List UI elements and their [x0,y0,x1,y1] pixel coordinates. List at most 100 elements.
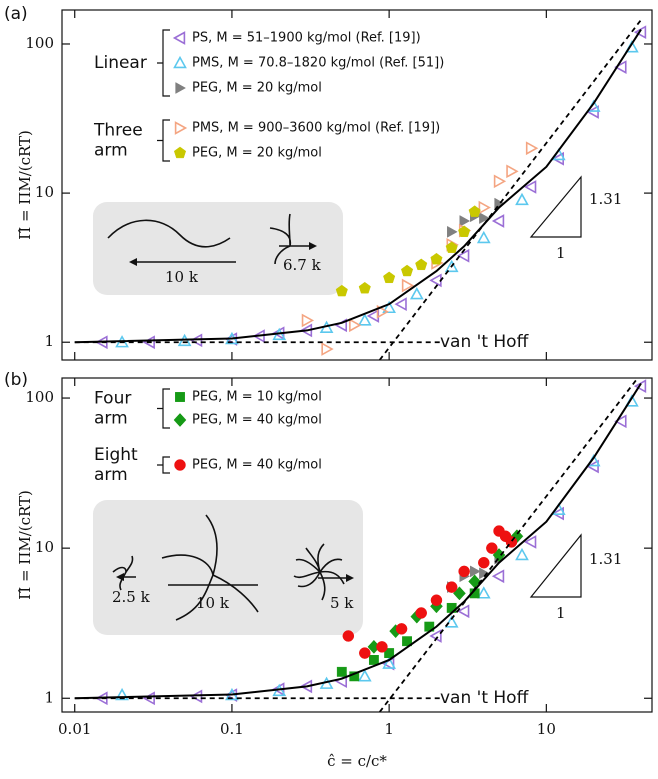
data-point [409,287,424,300]
y-tick-label: 100 [25,34,54,52]
annotation: van 't Hoff [440,688,530,708]
plot-frame [61,9,653,361]
legend-group-label: Linear [94,53,147,73]
panel-label: (a) [4,4,28,24]
data-point [523,535,537,549]
annotation: 1.31 [589,190,622,208]
panel-label: (b) [4,370,28,390]
data-point [358,281,371,294]
data-point [382,300,396,314]
data-point [357,313,372,326]
y-axis-label: Π̂ = ΠM/(cRT) [16,490,34,600]
x-tick-label: 1 [384,720,394,738]
data-point [429,273,442,288]
data-point [445,581,458,593]
legend-group-label-part: Three [93,121,143,141]
x-axis-label: ĉ = c/c* [327,752,387,770]
legend-label: PMS, M = 70.8–1820 kg/mol (Ref. [51]) [192,56,444,71]
data-point [456,604,470,619]
legend-marker [173,413,187,427]
data-point [382,656,396,669]
y-tick-label: 1 [44,332,54,350]
annotation: van 't Hoff [440,332,530,352]
legend-group-label-part: Eight [94,445,138,465]
data-point [376,304,390,319]
annotation: 1 [556,604,566,622]
legend-group-label: Four arm [94,389,131,429]
data-point [476,586,491,599]
legend-marker [173,55,187,69]
legend-marker [175,82,187,94]
data-point [478,556,490,569]
data-point [430,594,443,606]
inset-b [93,500,363,635]
legend-label: PEG, M = 20 kg/mol [192,146,322,161]
data-point [459,215,471,227]
data-point [335,284,348,297]
inset-a [93,202,343,295]
legend-marker [174,459,186,471]
data-point [115,687,129,701]
data-point [586,459,599,474]
slope-triangle [529,175,582,238]
legend-label: PS, M = 51–1900 kg/mol (Ref. [19]) [192,31,421,46]
legend-bracket [157,119,170,162]
legend-group-label-part: arm [94,465,128,485]
data-point [301,313,315,328]
data-point [400,264,414,277]
annotation: 10 k [196,594,230,612]
data-point [376,641,388,653]
legend-group-label: Eight arm [94,445,138,485]
data-point [468,205,481,217]
data-point [321,342,334,356]
data-point [491,569,505,584]
data-point [447,225,458,238]
legend-marker [175,392,185,402]
legend-group-label-part: Linear [94,53,147,73]
data-point [445,241,458,253]
legend-marker [172,31,186,45]
data-point [342,630,355,642]
data-point [430,252,443,265]
data-point [444,259,459,273]
legend-group-label-part: Four [94,389,131,409]
data-point [506,164,519,179]
y-tick-label: 10 [35,183,54,201]
data-point [515,192,529,206]
legend-group-label-part: arm [94,141,128,161]
data-point [359,647,371,659]
data-point [349,318,362,333]
annotation: 6.7 k [283,256,322,274]
y-tick-label: 1 [44,688,54,706]
data-point [486,542,498,554]
data-point [415,258,428,271]
solid-line [74,28,642,344]
solid-line [74,382,642,700]
data-point [586,105,599,119]
plot-area [74,378,647,712]
data-point [614,60,627,74]
data-point [493,174,507,189]
data-point [384,648,395,659]
slope-triangle [529,533,582,598]
data-point [395,623,408,635]
annotation: 2.5 k [112,588,151,606]
data-point [525,141,539,156]
data-point [458,565,470,578]
legend-bracket [157,456,170,474]
legend-label: PMS, M = 900–3600 kg/mol (Ref. [19]) [192,121,440,136]
annotation: 10 k [165,268,199,286]
data-point [491,214,505,228]
plot-area [74,19,647,360]
legend-bracket [157,29,170,97]
legend-label: PEG, M = 10 kg/mol [192,390,322,405]
annotation: 1.31 [589,550,622,568]
data-point [470,565,481,578]
y-tick-label: 10 [35,538,54,556]
data-point [252,329,265,343]
legend-group-label-part: arm [94,409,128,429]
data-point [614,414,627,429]
legend-marker [174,121,188,135]
data-point [456,248,470,263]
